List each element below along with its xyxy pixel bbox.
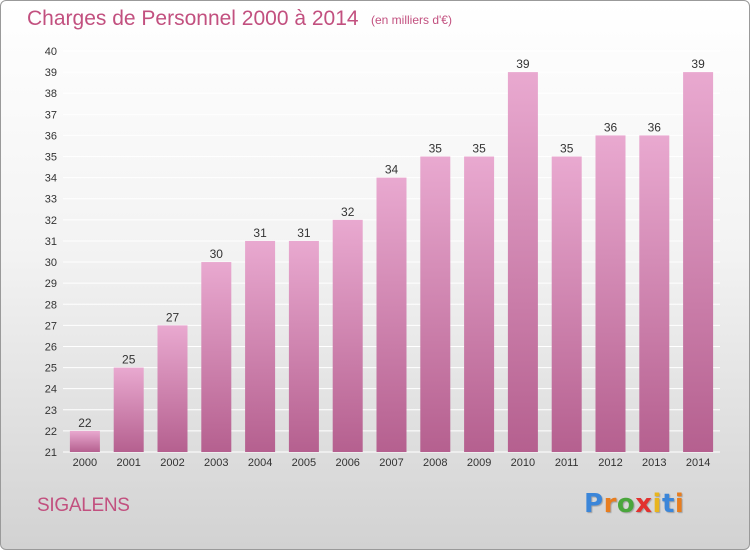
bar-2010	[507, 72, 538, 453]
y-tick-label: 22	[45, 426, 57, 438]
y-tick-label: 21	[45, 447, 57, 459]
x-tick-label: 2001	[116, 457, 140, 469]
x-tick-label: 2000	[73, 457, 97, 469]
bar-2001	[113, 367, 144, 452]
x-tick-label: 2013	[642, 457, 666, 469]
data-label-2004: 31	[253, 226, 267, 240]
data-label-2011: 35	[560, 142, 574, 156]
y-tick-label: 40	[45, 46, 57, 58]
y-tick-label: 26	[45, 341, 57, 353]
bar-2004	[245, 240, 276, 452]
data-label-2007: 34	[385, 163, 399, 177]
x-tick-label: 2010	[511, 457, 535, 469]
y-tick-label: 23	[45, 405, 57, 417]
data-labels: 22 25 27 30 31 31 32 34 35 35 39 35 36 36 39	[78, 57, 705, 430]
logo-letter: x	[635, 489, 653, 519]
place-name: SIGALENS	[37, 495, 130, 516]
y-tick-label: 29	[45, 278, 57, 290]
bar-2006	[332, 219, 363, 452]
bar-2008	[420, 156, 451, 453]
x-tick-label: 2004	[248, 457, 272, 469]
y-tick-label: 28	[45, 299, 57, 311]
logo-letter: i	[674, 489, 685, 519]
data-label-2002: 27	[166, 310, 180, 324]
bar-2005	[288, 240, 319, 452]
y-tick-label: 39	[45, 67, 57, 79]
y-tick-label: 38	[45, 88, 57, 100]
bar-2000	[69, 430, 100, 452]
y-tick-label: 37	[45, 109, 57, 121]
y-axis-ticks: 21 22 23 24 25 26 27 28 29 30 31 32 33 34 35 36 37 38 39 40	[45, 46, 57, 459]
bar-2007	[376, 177, 407, 452]
logo-letter: i	[652, 489, 662, 519]
y-tick-label: 32	[45, 215, 57, 227]
logo-letter: o	[616, 489, 636, 519]
data-label-2003: 30	[210, 247, 224, 261]
y-tick-label: 25	[45, 363, 57, 375]
x-axis-ticks: 2000 2001 2002 2003 2004 2005 2006 2007 2008 2009…	[73, 457, 711, 469]
bar-2012	[595, 135, 626, 452]
data-label-2012: 36	[604, 120, 618, 134]
bar-2013	[639, 135, 670, 452]
chart-title: Charges de Personnel 2000 à 2014	[27, 7, 359, 30]
bars	[69, 72, 714, 453]
x-tick-label: 2014	[686, 457, 710, 469]
x-tick-label: 2005	[292, 457, 316, 469]
bar-2002	[157, 325, 188, 452]
y-tick-label: 36	[45, 130, 57, 142]
data-label-2014: 39	[691, 57, 705, 71]
y-tick-label: 31	[45, 236, 57, 248]
y-tick-label: 33	[45, 194, 57, 206]
logo-letter: t	[661, 489, 675, 519]
bar-2003	[201, 262, 232, 452]
bar-2009	[464, 156, 495, 453]
data-label-2001: 25	[122, 353, 136, 367]
bar-2011	[551, 156, 582, 453]
data-label-2006: 32	[341, 205, 355, 219]
x-tick-label: 2011	[555, 457, 579, 469]
x-tick-label: 2003	[204, 457, 228, 469]
logo-letter: r	[603, 489, 617, 519]
proxiti-logo: Proxiti	[584, 489, 684, 519]
y-tick-label: 30	[45, 257, 57, 269]
x-tick-label: 2007	[379, 457, 403, 469]
bar-2014	[683, 72, 714, 453]
logo-letter: P	[584, 489, 604, 519]
y-tick-label: 35	[45, 152, 57, 164]
data-label-2010: 39	[516, 57, 530, 71]
y-tick-label: 27	[45, 320, 57, 332]
x-tick-label: 2009	[467, 457, 491, 469]
y-tick-label: 34	[45, 173, 57, 185]
x-tick-label: 2012	[598, 457, 622, 469]
data-label-2009: 35	[472, 142, 486, 156]
x-tick-label: 2002	[160, 457, 184, 469]
y-tick-label: 24	[45, 384, 57, 396]
data-label-2013: 36	[648, 120, 662, 134]
data-label-2008: 35	[429, 142, 443, 156]
x-tick-label: 2008	[423, 457, 447, 469]
data-label-2005: 31	[297, 226, 311, 240]
chart-subtitle: (en milliers d'€)	[371, 13, 452, 27]
data-label-2000: 22	[78, 416, 92, 430]
x-tick-label: 2006	[335, 457, 359, 469]
